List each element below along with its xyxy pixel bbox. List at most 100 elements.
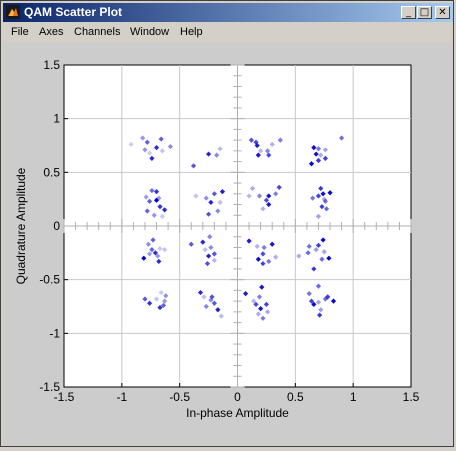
scatter-point — [311, 145, 317, 151]
scatter-point — [269, 141, 275, 148]
scatter-point — [217, 146, 223, 152]
menu-axes[interactable]: Axes — [39, 26, 64, 38]
y-tick-label: -0.5 — [39, 273, 60, 287]
menu-channels[interactable]: Channels — [74, 26, 121, 38]
scatter-point — [242, 291, 249, 297]
scatter-point — [204, 260, 211, 267]
x-tick-label: -1.5 — [54, 390, 75, 404]
scatter-point — [246, 238, 252, 244]
scatter-point — [146, 251, 153, 257]
scatter-point — [315, 146, 322, 152]
x-tick-label: 1.5 — [403, 390, 420, 404]
scatter-point — [253, 301, 259, 307]
scatter-point — [140, 135, 146, 141]
menu-bar: File Axes Channels Window Help — [3, 23, 453, 42]
scatter-point — [315, 213, 322, 219]
scatter-point — [322, 155, 329, 161]
scatter-point — [160, 302, 167, 309]
x-tick-label: 0 — [234, 390, 241, 404]
scatter-point — [319, 204, 325, 210]
scatter-point — [146, 198, 153, 204]
scatter-point — [273, 191, 279, 197]
scatter-point — [308, 298, 315, 304]
scatter-point — [256, 294, 263, 300]
scatter-point — [318, 185, 324, 192]
maximize-button[interactable]: □ — [417, 6, 432, 19]
scatter-point — [203, 195, 209, 201]
scatter-point — [264, 148, 271, 154]
scatter-point — [211, 257, 217, 263]
scatter-point — [310, 195, 316, 201]
scatter-point — [258, 306, 264, 312]
scatter-point — [273, 254, 279, 260]
scatter-point — [276, 184, 282, 190]
scatter-point — [162, 298, 168, 304]
minimize-button[interactable]: _ — [401, 6, 416, 19]
scatter-point — [208, 244, 214, 251]
y-tick-labels: 1.5 1 0.5 0 -0.5 -1 -1.5 — [39, 58, 60, 394]
scatter-point — [205, 253, 212, 259]
scatter-point — [249, 185, 256, 192]
scatter-point — [330, 298, 337, 304]
scatter-plot[interactable]: -1.5 -1 -0.5 0 0.5 1 1.5 1.5 1 0.5 0 -0.5 -1 -1.5 In… — [3, 43, 453, 446]
scatter-point — [269, 241, 275, 247]
y-axis-label: Quadrature Amplitude — [14, 167, 28, 284]
scatter-point — [151, 212, 157, 218]
y-tick-label: 0.5 — [43, 165, 60, 179]
scatter-point — [142, 147, 148, 153]
menu-file[interactable]: File — [11, 26, 29, 38]
menu-help[interactable]: Help — [180, 26, 203, 38]
scatter-point — [203, 303, 209, 310]
scatter-point — [322, 296, 329, 302]
scatter-point — [157, 245, 163, 252]
minimize-icon: _ — [406, 7, 411, 18]
scatter-point — [218, 313, 224, 319]
scatter-point — [306, 291, 312, 297]
scatter-point — [193, 193, 199, 199]
scatter-point — [188, 241, 194, 247]
scatter-point — [263, 197, 270, 203]
scatter-point — [318, 152, 324, 158]
scatter-point — [153, 145, 160, 151]
scatter-point — [259, 284, 265, 290]
scatter-point — [339, 135, 345, 141]
scatter-point — [305, 250, 311, 256]
scatter-point — [311, 301, 317, 307]
scatter-point — [149, 187, 155, 194]
scatter-point — [260, 315, 266, 321]
scatter-point — [146, 150, 153, 156]
maximize-icon: □ — [419, 7, 430, 18]
scatter-point — [152, 250, 158, 256]
scatter-point — [315, 193, 322, 199]
scatter-point — [205, 151, 212, 157]
menu-window[interactable]: Window — [130, 26, 170, 38]
scatter-point — [325, 294, 331, 300]
scatter-point — [315, 157, 322, 164]
scatter-point — [263, 301, 270, 307]
scatter-point — [261, 244, 267, 251]
scatter-point — [143, 194, 149, 200]
scatter-point — [205, 211, 212, 217]
scatter-point — [157, 304, 163, 311]
scatter-point — [211, 300, 217, 306]
scatter-point — [313, 151, 319, 157]
y-tick-label: 1 — [53, 112, 60, 126]
scatter-point — [202, 247, 208, 253]
scatter-point — [258, 148, 264, 154]
figure-area: -1.5 -1 -0.5 0 0.5 1 1.5 1.5 1 0.5 0 -0.5 -1 -1.5 In… — [3, 43, 453, 446]
scatter-point — [162, 207, 168, 213]
scatter-point — [159, 213, 165, 219]
scatter-point — [158, 136, 164, 142]
y-tick-label: 0 — [53, 219, 60, 233]
title-bar[interactable]: QAM Scatter Plot _ □ ✕ — [3, 3, 453, 22]
scatter-point — [159, 148, 165, 154]
close-button[interactable]: ✕ — [435, 6, 450, 19]
x-tick-label: -0.5 — [169, 390, 190, 404]
scatter-point — [320, 237, 326, 243]
scatter-point — [320, 191, 326, 197]
scatter-point — [255, 311, 261, 317]
center-axes — [63, 64, 412, 388]
scatter-point — [322, 198, 329, 204]
scatter-point — [149, 155, 155, 161]
close-icon: ✕ — [438, 7, 447, 18]
